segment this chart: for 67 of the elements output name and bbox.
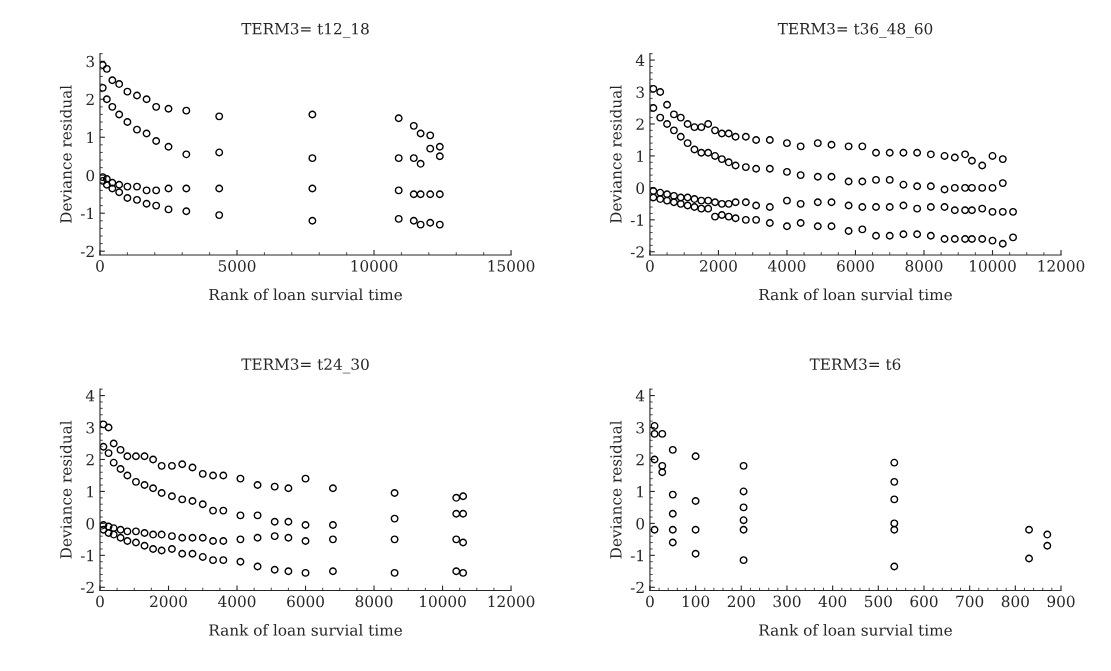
y-tick-label: 4 [635, 54, 645, 66]
x-tick-label: 300 [773, 595, 801, 608]
y-tick-label: 3 [636, 86, 644, 99]
chart-title: TERM3= t24_30 [241, 358, 369, 374]
x-tick-label: 10000 [970, 260, 1016, 272]
x-tick-label: 0 [96, 260, 104, 272]
y-tick-label: 2 [636, 453, 644, 466]
y-tick-label: -1 [630, 214, 643, 226]
y-tick-label: 1 [87, 485, 93, 498]
chart-title: TERM3= t12_18 [241, 22, 369, 38]
x-axis-title: Rank of loan survial time [759, 288, 952, 301]
x-tick-label: 2000 [700, 260, 737, 272]
y-tick-label: 4 [85, 390, 95, 402]
x-tick-label: 6000 [287, 595, 324, 608]
x-axis-title: Rank of loan survial time [759, 624, 952, 636]
y-axis-title: Deviance residual [609, 85, 622, 223]
x-tick-label: 0 [96, 595, 104, 608]
y-axis-title: Deviance residual [59, 420, 72, 559]
x-tick-label: 10000 [420, 595, 466, 608]
x-tick-label: 2000 [150, 595, 187, 608]
y-tick-label: -2 [630, 581, 644, 594]
chart-title: TERM3= t36_48_60 [777, 22, 933, 38]
y-axis-title: Deviance residual [609, 420, 622, 559]
y-tick-label: 3 [86, 421, 94, 434]
chart-title: TERM3= t6 [809, 358, 901, 370]
y-tick-label: -2 [80, 581, 94, 594]
x-tick-label: 5000 [218, 260, 256, 272]
y-tick-label: -1 [80, 549, 93, 562]
y-tick-label: 1 [637, 485, 643, 498]
y-tick-label: 0 [636, 517, 645, 530]
x-axis-title: Rank of loan survial time [209, 624, 402, 636]
x-tick-label: 200 [727, 595, 755, 608]
x-tick-label: 12000 [1038, 260, 1085, 272]
y-tick-label: 3 [86, 55, 94, 68]
x-tick-label: 4000 [218, 595, 256, 608]
y-tick-label: -2 [630, 246, 644, 258]
y-tick-label: 4 [635, 390, 645, 402]
x-tick-label: 4000 [767, 260, 806, 272]
x-tick-label: 700 [956, 595, 984, 608]
x-tick-label: 15000 [488, 260, 535, 272]
x-axis-title: Rank of loan survial time [209, 288, 402, 301]
y-tick-label: 0 [86, 169, 95, 182]
x-tick-label: 600 [910, 595, 938, 608]
x-tick-label: 10000 [351, 260, 398, 272]
x-tick-label: 0 [646, 595, 654, 608]
y-tick-label: 0 [636, 182, 645, 194]
x-tick-label: 0 [646, 260, 654, 272]
y-tick-label: 1 [87, 131, 93, 144]
x-tick-label: 8000 [905, 260, 943, 272]
y-tick-label: 1 [637, 150, 643, 162]
y-tick-label: -1 [80, 207, 93, 220]
y-tick-label: 2 [636, 118, 644, 130]
x-tick-label: 400 [818, 595, 847, 608]
x-tick-label: 100 [682, 595, 710, 608]
y-tick-label: 2 [86, 93, 94, 106]
x-tick-label: 900 [1047, 595, 1075, 608]
x-tick-label: 800 [1001, 595, 1029, 608]
y-tick-label: 0 [86, 517, 95, 530]
y-tick-label: -1 [630, 549, 643, 562]
y-axis-title: Deviance residual [59, 85, 72, 223]
x-tick-label: 8000 [355, 595, 393, 608]
x-tick-label: 500 [865, 595, 892, 608]
y-tick-label: 3 [636, 421, 644, 434]
y-tick-label: -2 [80, 245, 94, 257]
x-tick-label: 12000 [488, 595, 535, 608]
y-tick-label: 2 [86, 453, 94, 466]
x-tick-label: 6000 [837, 260, 874, 272]
